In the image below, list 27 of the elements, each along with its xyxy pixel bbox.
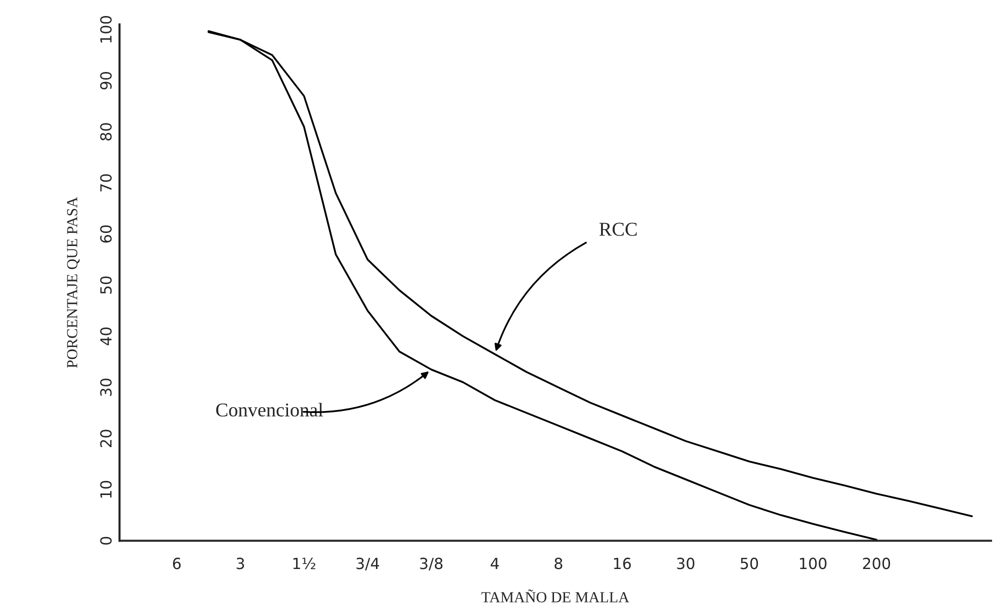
y-tick-label: 90 bbox=[100, 72, 112, 90]
x-tick-label: 3/8 bbox=[420, 558, 442, 570]
x-tick-label: 16 bbox=[614, 558, 631, 570]
x-tick-label: 100 bbox=[800, 558, 826, 570]
annotation: Convencional bbox=[216, 402, 323, 417]
y-tick-label: 0 bbox=[100, 536, 112, 545]
x-tick-label: 8 bbox=[554, 558, 562, 570]
y-axis-title: PORCENTAJE QUE PASA bbox=[67, 197, 80, 368]
y-tick-label: 60 bbox=[100, 225, 112, 243]
y-tick-label: 50 bbox=[100, 276, 112, 294]
x-axis-title: TAMAÑO DE MALLA bbox=[481, 589, 630, 602]
y-tick-label: 30 bbox=[100, 378, 112, 396]
x-tick-label: 50 bbox=[740, 558, 758, 570]
annotation: RCC bbox=[599, 222, 637, 236]
y-tick-label: 100 bbox=[100, 16, 112, 42]
x-tick-label: 3 bbox=[236, 558, 244, 570]
x-tick-label: 1½ bbox=[293, 558, 316, 570]
x-tick-label: 6 bbox=[172, 558, 181, 570]
y-tick-label: 70 bbox=[100, 174, 112, 192]
y-tick-label: 40 bbox=[100, 328, 112, 346]
x-tick-label: 200 bbox=[863, 558, 890, 570]
y-tick-label: 80 bbox=[100, 123, 112, 140]
x-tick-label: 30 bbox=[677, 558, 694, 570]
x-tick-label: 3/4 bbox=[356, 558, 380, 570]
y-tick-label: 20 bbox=[100, 430, 112, 448]
x-tick-label: 4 bbox=[490, 558, 499, 570]
y-tick-label: 10 bbox=[100, 480, 112, 498]
